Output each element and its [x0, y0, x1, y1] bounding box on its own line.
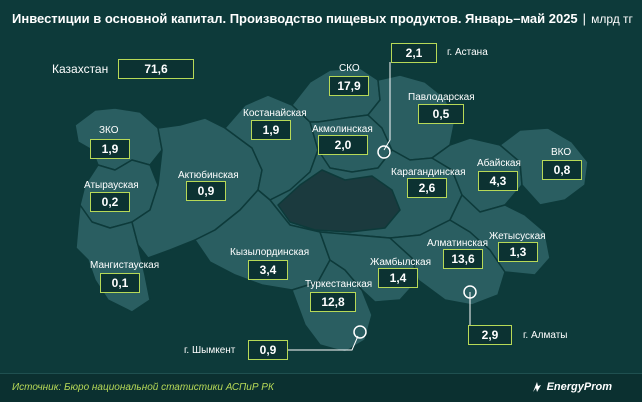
- label-turkestan: Туркестанская: [305, 279, 373, 290]
- label-kostanay: Костанайская: [243, 108, 307, 119]
- source-text: Источник: Бюро национальной статистики А…: [12, 382, 274, 393]
- value-mangystau: 0,1: [100, 273, 140, 293]
- value-aktobe: 0,9: [186, 181, 226, 201]
- title-text: Инвестиции в основной капитал. Производс…: [12, 11, 578, 26]
- value-sko: 17,9: [329, 76, 369, 96]
- value-shymkent: 0,9: [248, 340, 288, 360]
- value-abai: 4,3: [478, 171, 518, 191]
- label-zhambyl: Жамбылская: [370, 257, 431, 268]
- label-abai: Абайская: [477, 158, 521, 169]
- value-almaty-city: 2,9: [468, 325, 512, 345]
- value-zhambyl: 1,4: [378, 268, 418, 288]
- value-karaganda: 2,6: [407, 178, 447, 198]
- astana-marker: [377, 145, 391, 159]
- label-zhetysu: Жетысуская: [489, 231, 546, 242]
- label-pavlodar: Павлодарская: [408, 92, 475, 103]
- label-sko: СКО: [339, 63, 360, 74]
- brand-name: EnergyProm: [546, 381, 612, 393]
- energyprom-logo-icon: [532, 382, 541, 392]
- label-shymkent: г. Шымкент: [184, 345, 236, 356]
- leader-shymkent: [288, 335, 359, 351]
- value-vko: 0,8: [542, 160, 582, 180]
- value-kostanay: 1,9: [251, 120, 291, 140]
- value-pavlodar: 0,5: [418, 104, 464, 124]
- label-zko: ЗКО: [99, 125, 119, 136]
- value-zhetysu: 1,3: [498, 242, 538, 262]
- brand-logo: EnergyProm: [531, 381, 612, 393]
- label-karaganda: Карагандинская: [391, 167, 466, 178]
- label-atyrau: Атырауская: [84, 180, 139, 191]
- label-astana: г. Астана: [447, 47, 488, 58]
- value-atyrau: 0,2: [90, 192, 130, 212]
- title-separator: |: [582, 11, 587, 26]
- unit-label: млрд тг: [591, 12, 633, 26]
- region-center: [277, 169, 401, 233]
- shymkent-marker: [353, 325, 367, 339]
- almaty-marker: [463, 285, 477, 299]
- value-zko: 1,9: [90, 139, 130, 159]
- label-almaty-obl: Алматинская: [427, 238, 488, 249]
- label-kyzylorda: Кызылординская: [230, 247, 310, 258]
- label-aktobe: Актюбинская: [178, 170, 239, 181]
- value-akmola: 2,0: [318, 135, 368, 155]
- value-turkestan: 12,8: [310, 292, 356, 312]
- value-almaty-obl: 13,6: [443, 249, 483, 269]
- footer: Источник: Бюро национальной статистики А…: [0, 373, 642, 402]
- label-vko: ВКО: [551, 147, 572, 158]
- total-value: 71,6: [118, 59, 194, 79]
- label-mangystau: Мангистауская: [90, 260, 160, 271]
- label-akmola: Акмолинская: [312, 124, 373, 135]
- value-astana: 2,1: [391, 43, 437, 63]
- total-label: Казахстан: [52, 62, 109, 76]
- label-almaty-city: г. Алматы: [523, 330, 568, 341]
- chart-title: Инвестиции в основной капитал. Производс…: [12, 11, 633, 26]
- value-kyzylorda: 3,4: [248, 260, 288, 280]
